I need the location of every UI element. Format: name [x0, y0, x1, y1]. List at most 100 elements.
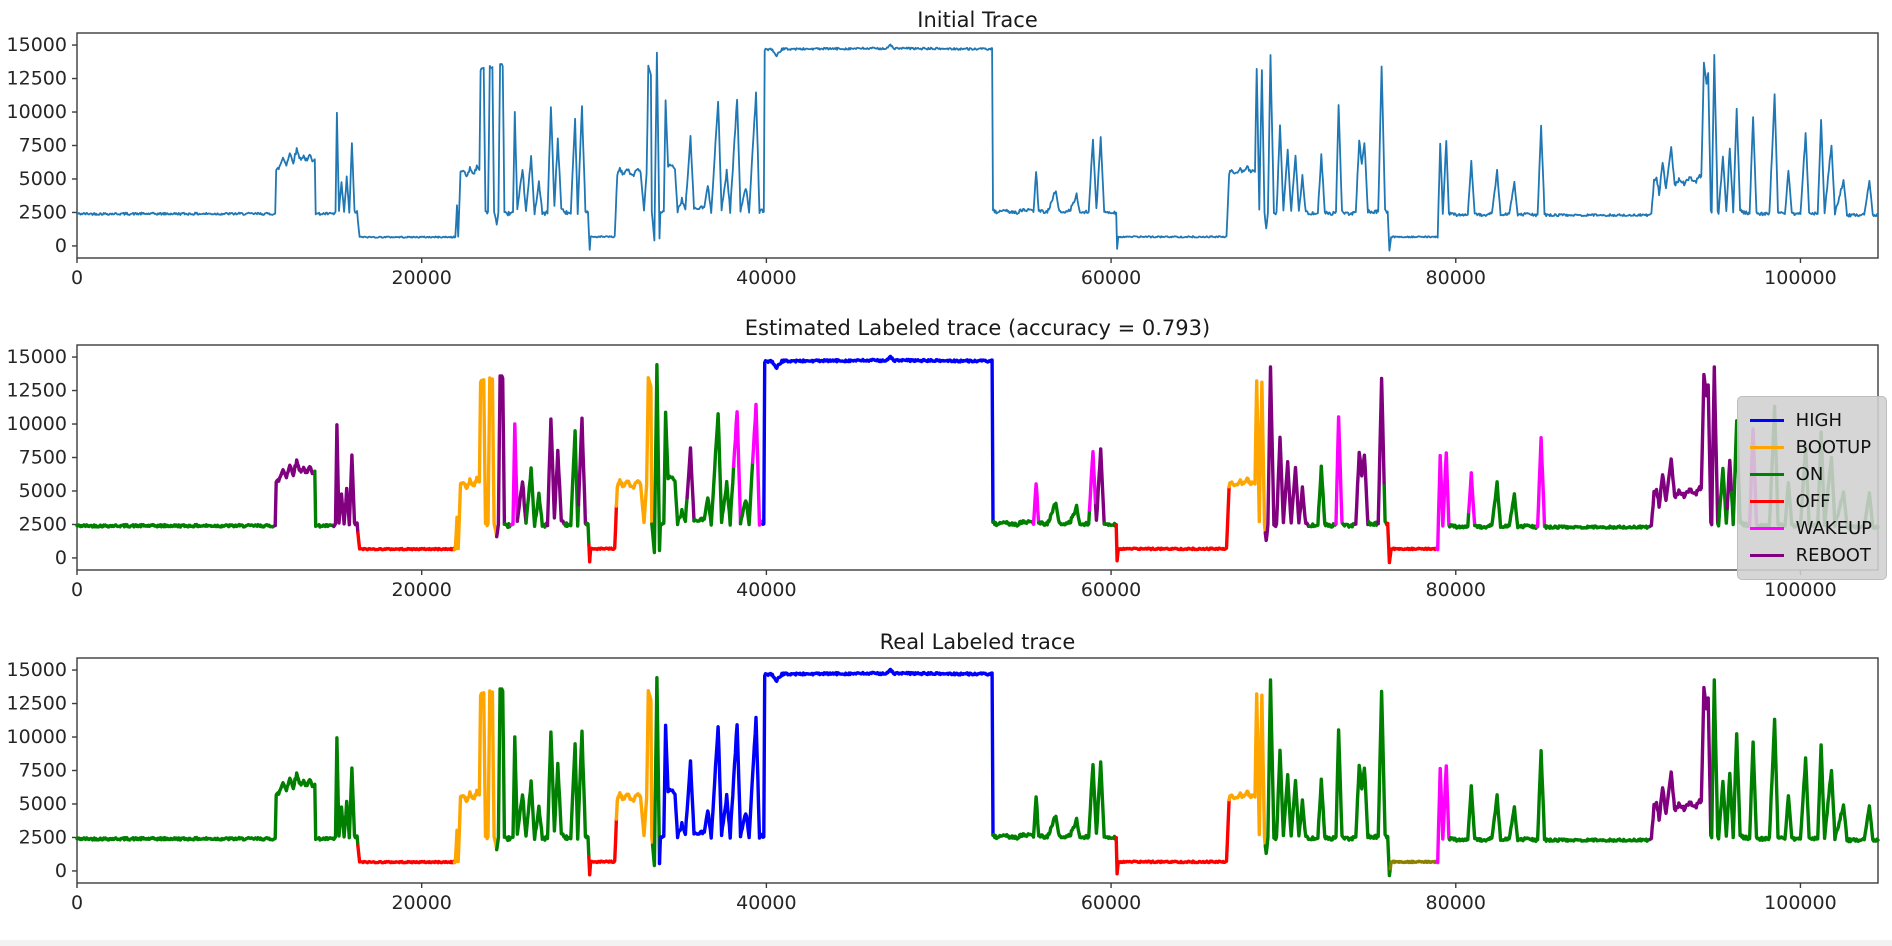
x-tick-label: 0 [71, 267, 83, 289]
legend-label-reboot: REBOOT [1795, 545, 1871, 566]
x-tick-label: 40000 [736, 892, 796, 914]
trace-segment-on [1473, 480, 1539, 530]
legend-label-on: ON [1795, 464, 1824, 485]
trace-segment-on [1037, 501, 1092, 528]
trace-segment-off [587, 817, 619, 877]
trace-segment-on [313, 469, 336, 529]
y-tick-label: 10000 [7, 726, 67, 748]
y-tick-label: 7500 [19, 760, 67, 782]
x-tick-label: 80000 [1426, 267, 1486, 289]
legend-item-off: OFF [1749, 488, 1872, 515]
y-tick-label: 7500 [19, 135, 67, 157]
trace-segment-wakeup [1334, 415, 1345, 526]
x-tick-label: 40000 [736, 267, 796, 289]
legend-item-reboot: REBOOT [1749, 542, 1872, 569]
trace-segment-wakeup [1535, 436, 1548, 529]
trace-segment-reboot [495, 374, 507, 539]
trace-segment-reboot [332, 423, 360, 535]
trace-segment-wakeup [509, 422, 519, 527]
trace-segment-reboot [1648, 365, 1720, 528]
y-tick-label: 7500 [19, 447, 67, 469]
x-tick-label: 20000 [391, 267, 451, 289]
trace-segment-on [1263, 678, 1392, 878]
x-tick-label: 100000 [1764, 267, 1837, 289]
x-tick-label: 80000 [1426, 579, 1486, 601]
trace-segment-reboot [576, 416, 588, 527]
y-tick-label: 2500 [19, 513, 67, 535]
y-tick-label: 12500 [7, 380, 67, 402]
trace-segment-bootup [452, 376, 499, 552]
trace-segment-on [584, 521, 591, 547]
trace-segment-reboot [1354, 450, 1371, 527]
initial-trace-plot: 0 2500 5000 7500 10000 12500 15000 0 20000 40000 6… [7, 32, 1879, 289]
x-tick-label: 0 [71, 579, 83, 601]
trace-segment-reboot [515, 480, 528, 525]
legend-line-wakeup [1749, 527, 1784, 530]
y-tick-label: 2500 [19, 826, 67, 848]
estimated-trace-chart: Estimated Labeled trace (accuracy = 0.79… [0, 308, 1892, 620]
trace-segment-on [524, 466, 550, 529]
x-tick-label: 100000 [1764, 892, 1837, 914]
real-trace-chart: Real Labeled trace 0 2500 5000 7500 10000 125… [0, 620, 1892, 946]
trace-segment-on [1448, 749, 1653, 843]
legend-label-high: HIGH [1795, 410, 1842, 431]
y-tick-label: 10000 [7, 101, 67, 123]
y-tick-label: 12500 [7, 693, 67, 715]
x-tick-label: 60000 [1081, 892, 1141, 914]
trace-segment-reboot [1648, 685, 1713, 841]
initial-trace-title: Initial Trace [917, 8, 1038, 32]
x-tick-label: 20000 [391, 579, 451, 601]
y-tick-label: 0 [55, 547, 67, 569]
trace-segment-on [1709, 678, 1880, 844]
trace-segment-on [650, 363, 689, 555]
trace-segment-wakeup [1435, 764, 1452, 865]
trace-segment-bootup [452, 689, 499, 865]
y-tick-label: 10000 [7, 413, 67, 435]
legend-item-high: HIGH [1749, 407, 1872, 434]
y-tick-label: 15000 [7, 346, 67, 368]
trace-segment-on [738, 460, 755, 527]
y-tick-label: 15000 [7, 659, 67, 681]
trace-segment-on [1367, 520, 1380, 527]
legend-label-wakeup: WAKEUP [1795, 518, 1872, 539]
trace-segment-on [991, 760, 1118, 841]
legend: HIGH BOOTUP ON OFF WAKEUP REBOOT [1736, 396, 1887, 580]
trace-segment-reboot [545, 417, 567, 528]
x-tick-label: 40000 [736, 579, 796, 601]
trace-segment-off [1114, 798, 1231, 876]
y-tick-label: 5000 [19, 480, 67, 502]
x-tick-label: 80000 [1426, 892, 1486, 914]
axes-frame [76, 344, 1879, 571]
legend-line-high [1749, 419, 1784, 422]
trace-segment-wakeup [1087, 450, 1098, 512]
trace-line [76, 43, 1879, 252]
trace-segment-on [1307, 464, 1338, 529]
real-trace-plot: 0 2500 5000 7500 10000 12500 15000 0 20000 40000 6… [7, 657, 1880, 914]
trace-segment-off [356, 844, 457, 865]
trace-segment-reboot [1093, 447, 1106, 526]
trace-segment-on [1543, 523, 1653, 530]
trace-segment-on [563, 429, 581, 528]
y-tick-label: 5000 [19, 168, 67, 190]
trace-segment-bootup [1227, 379, 1267, 535]
trace-segment-on [1448, 510, 1471, 530]
trace-segment-on [650, 676, 662, 868]
legend-label-bootup: BOOTUP [1795, 437, 1872, 458]
trace-segment-reboot [685, 446, 696, 523]
y-tick-label: 5000 [19, 793, 67, 815]
y-tick-label: 2500 [19, 201, 67, 223]
y-tick-label: 12500 [7, 68, 67, 90]
trace-segment-reboot [1376, 376, 1386, 526]
trace-segment-reboot [273, 458, 317, 528]
legend-line-reboot [1749, 554, 1784, 557]
trace-segment-wakeup [750, 402, 765, 527]
axes-frame [76, 657, 1879, 884]
x-tick-label: 60000 [1081, 267, 1141, 289]
trace-segment-bootup [614, 376, 654, 526]
trace-segment-on [75, 736, 360, 848]
bottom-strip [0, 940, 1892, 946]
trace-segment-on [495, 687, 591, 860]
legend-item-wakeup: WAKEUP [1749, 515, 1872, 542]
trace-segment-wakeup [1467, 471, 1477, 528]
